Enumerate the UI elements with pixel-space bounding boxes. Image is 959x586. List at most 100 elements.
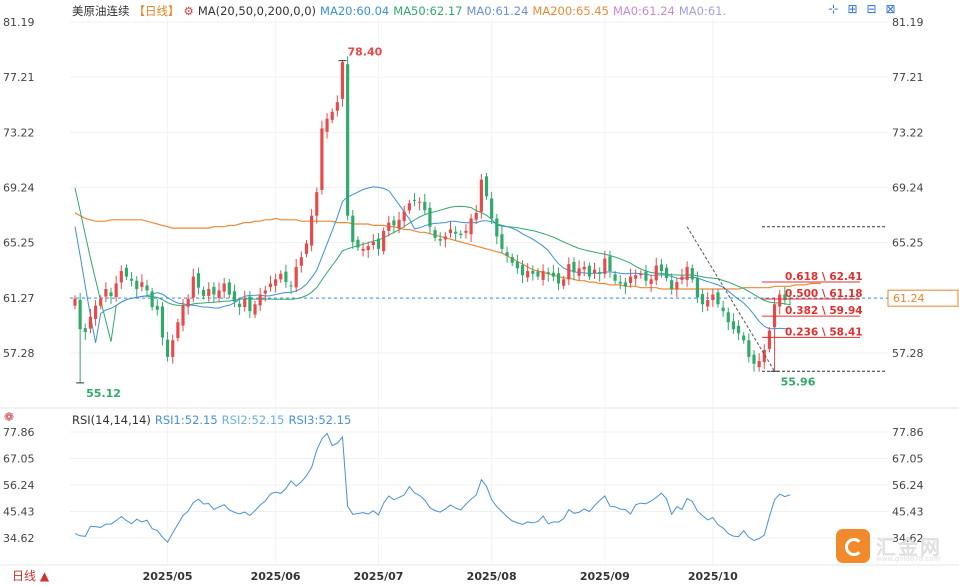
candle-body: [495, 218, 499, 237]
candle-body: [258, 294, 262, 306]
grid-icon[interactable]: ⊞: [847, 2, 858, 16]
xaxis-label: 2025/05: [143, 570, 193, 583]
candle-body: [546, 272, 550, 274]
candle-body: [479, 179, 483, 212]
candle-body: [736, 325, 741, 334]
candle-body: [726, 312, 730, 323]
rsi-ytick-left: 67.05: [3, 453, 35, 466]
xaxis-label: 2025/08: [467, 570, 517, 583]
candle-body: [562, 279, 566, 286]
ma-value-4: MA0:61.24: [612, 4, 675, 18]
candle-body: [551, 272, 555, 277]
candle-body: [99, 298, 103, 306]
candle-body: [500, 234, 504, 249]
watermark-logo: 汇金网 www.gold678.com: [836, 527, 946, 567]
instrument-title: 美原油连续: [72, 4, 130, 18]
candle-body: [618, 281, 622, 284]
candle-body: [129, 278, 134, 281]
candle-body: [196, 273, 201, 288]
rsi-ytick-left: 45.43: [3, 506, 35, 519]
candle-body: [392, 220, 396, 226]
main-ytick-left: 57.28: [3, 347, 35, 360]
close-icon[interactable]: ⊠: [885, 2, 896, 16]
candle-body: [747, 340, 751, 357]
candle-body: [582, 266, 586, 270]
candle-body: [654, 265, 658, 281]
rsi-title[interactable]: RSI(14,14,14): [72, 413, 151, 427]
candle-body: [243, 298, 247, 308]
candle-body: [572, 261, 576, 273]
candle-body: [664, 267, 669, 278]
candle-body: [531, 271, 535, 274]
candle-body: [680, 276, 684, 280]
candle-body: [135, 280, 139, 290]
rsi-ytick-right: 77.86: [892, 426, 924, 439]
xaxis-label: 2025/09: [580, 570, 630, 583]
gear-small-icon[interactable]: ⚙: [183, 4, 194, 18]
rsi-settings-icon[interactable]: ❁: [4, 410, 15, 424]
candle-body: [459, 233, 463, 236]
candle-body: [577, 268, 581, 276]
candle-body: [742, 335, 746, 341]
candle-body: [706, 300, 710, 307]
candle-body: [279, 273, 283, 280]
candle-body: [371, 241, 375, 246]
candle-body: [191, 276, 195, 298]
watermark-url: www.gold678.com: [876, 555, 941, 563]
candle-body: [598, 271, 602, 274]
candle-body: [418, 201, 422, 203]
candle-body: [623, 282, 627, 287]
ma-value-1: MA50:62.17: [393, 4, 463, 18]
candle-body: [207, 289, 211, 296]
candle-body: [150, 291, 154, 308]
fib-label-0: 0.618 \ 62.41: [785, 271, 863, 283]
main-ytick-right: 81.19: [892, 16, 924, 29]
crosshair-icon[interactable]: ⊹: [828, 2, 839, 16]
candle-body: [788, 297, 792, 299]
rsi-ytick-right: 56.24: [892, 479, 924, 492]
candle-body: [171, 340, 175, 357]
candle-body: [721, 307, 725, 312]
candle-body: [361, 248, 365, 251]
candle-body: [484, 176, 489, 197]
candle-body: [376, 238, 381, 249]
candle-body: [464, 230, 468, 233]
ma-indicator-label[interactable]: MA(20,50,0,200,0,0): [197, 4, 317, 18]
candle-body: [515, 261, 519, 269]
candle-body: [227, 282, 231, 295]
rsi-ytick-right: 67.05: [892, 453, 924, 466]
candle-body: [248, 296, 252, 312]
candle-body: [294, 266, 298, 288]
candle-body: [109, 292, 113, 296]
candle-body: [217, 290, 221, 298]
fib-label-1: 0.500 \ 61.18: [785, 288, 863, 300]
candle-body: [402, 211, 406, 221]
ma-value-5: MA0:61.: [678, 4, 727, 18]
candle-body: [176, 322, 180, 339]
candle-body: [587, 265, 591, 277]
candle-body: [613, 274, 617, 281]
candle-body: [412, 199, 417, 201]
minus-icon[interactable]: ⊟: [866, 2, 877, 16]
candle-body: [536, 271, 540, 277]
low-annotation-0: 55.12: [86, 387, 121, 400]
candle-body: [155, 305, 159, 310]
candle-body: [695, 278, 699, 298]
candle-body: [382, 230, 386, 252]
candle-body: [315, 192, 319, 216]
rsi-ytick-right: 34.62: [892, 532, 924, 545]
main-ytick-right: 77.21: [892, 71, 924, 84]
candle-body: [433, 230, 437, 238]
candle-body: [443, 236, 447, 240]
candle-body: [520, 264, 525, 276]
candle-body: [289, 285, 293, 287]
candle-body: [510, 256, 514, 263]
candle-body: [644, 271, 648, 281]
candle-body: [166, 339, 170, 357]
period-switch-button[interactable]: 日线 ▲: [0, 566, 82, 586]
period-tag[interactable]: 【日线】: [133, 4, 180, 18]
candle-body: [268, 283, 273, 288]
candle-body: [340, 62, 345, 99]
candle-body: [212, 286, 216, 295]
